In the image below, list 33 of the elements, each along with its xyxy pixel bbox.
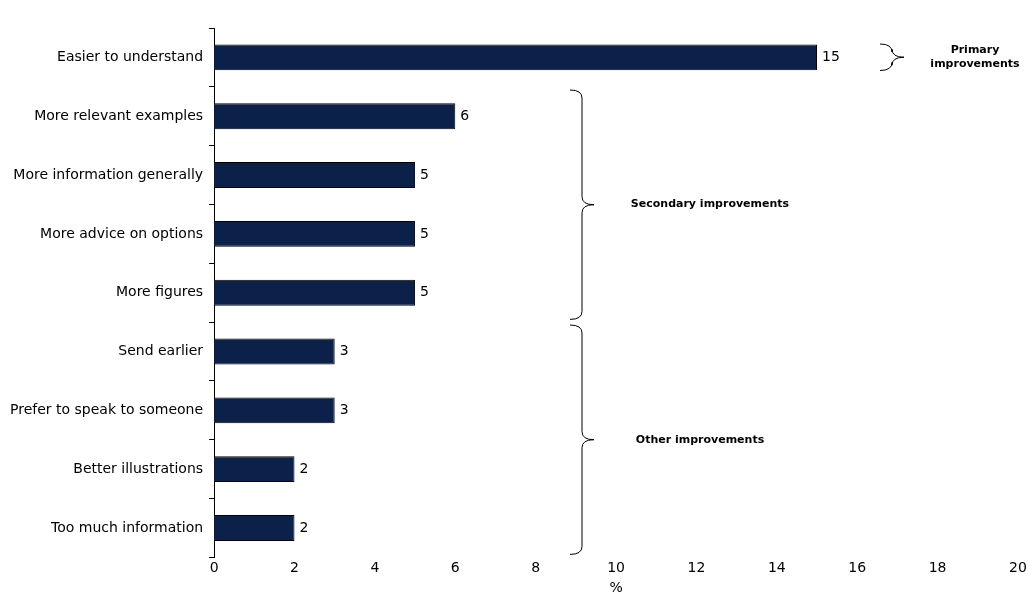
y-tick-label: More information generally [13,165,204,182]
data-label: 2 [299,518,309,535]
x-tick-label: 16 [848,559,867,576]
y-tick-label: More relevant examples [34,106,204,123]
x-tick-label: 14 [767,559,786,576]
x-tick-label: 18 [928,559,947,576]
y-tick-label: Prefer to speak to someone [10,400,204,417]
x-axis-title: % [609,579,623,596]
data-label: 5 [420,224,429,241]
y-tick-label: Send earlier [118,342,204,359]
x-tick-label: 4 [370,559,380,576]
data-label: 5 [420,283,429,300]
annotation: Other improvements [634,432,766,447]
annotation: Secondary improvements [629,197,791,212]
y-tick-label: More advice on options [40,224,204,241]
x-tick-label: 10 [607,559,625,576]
x-tick-label: 8 [531,559,541,576]
x-tick-label: 6 [450,559,460,576]
data-label: 3 [339,342,349,359]
data-label: 15 [822,48,840,65]
x-tick-label: 2 [290,559,299,576]
y-tick-label: Too much information [50,518,204,535]
y-tick-label: More figures [116,283,204,300]
data-label: 6 [460,106,470,123]
annotation: Primary improvements [930,43,1020,72]
y-tick-label: Better illustrations [73,459,204,476]
y-tick-label: Easier to understand [57,48,204,65]
data-label: 3 [339,400,349,417]
x-tick-label: 12 [687,559,706,576]
data-label: 5 [420,165,429,182]
x-tick-label: 20 [1009,559,1027,576]
x-tick-label: 0 [209,559,219,576]
data-label: 2 [299,459,309,476]
